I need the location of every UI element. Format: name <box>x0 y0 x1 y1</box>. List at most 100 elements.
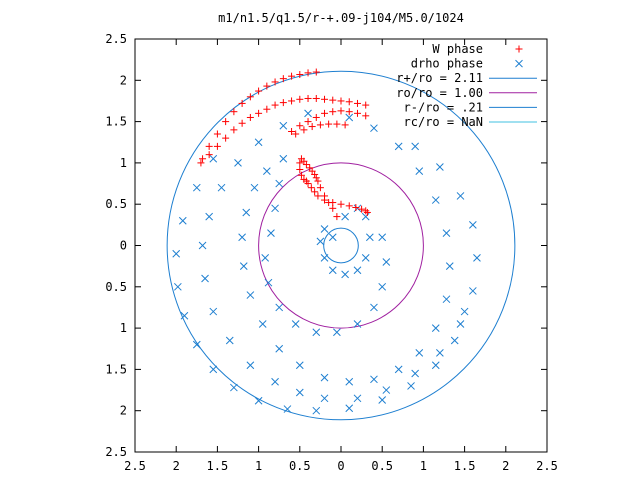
x-tick-label: 0.5 <box>289 459 311 473</box>
series-0-point <box>246 113 254 121</box>
series-0-point <box>296 159 304 167</box>
series-0-point <box>353 99 361 107</box>
y-tick-label: 2 <box>120 404 127 418</box>
data-series <box>172 68 481 415</box>
series-0-point <box>213 142 221 150</box>
series-0-point <box>358 205 366 213</box>
series-1-point <box>275 179 284 188</box>
series-0-point <box>288 128 296 136</box>
series-0-point <box>316 184 324 192</box>
series-1-point <box>370 303 378 312</box>
series-1-point <box>442 295 451 304</box>
series-0-point <box>321 196 329 204</box>
x-tick-label: 1 <box>255 459 262 473</box>
series-1-point <box>304 109 312 118</box>
series-1-point <box>239 262 248 271</box>
series-0-point <box>312 174 320 182</box>
series-1-point <box>431 196 440 204</box>
series-0-point <box>296 95 304 103</box>
series-0-point <box>279 99 287 107</box>
series-1-point <box>250 183 259 192</box>
series-0-point <box>333 213 341 221</box>
series-1-point <box>246 361 255 370</box>
series-1-point <box>264 278 273 287</box>
series-0-point <box>311 188 319 196</box>
series-0-point <box>307 184 315 192</box>
series-0-point <box>321 109 329 117</box>
series-0-point <box>222 118 230 126</box>
series-1-point <box>431 324 440 332</box>
series-1-point <box>246 291 255 299</box>
circle-0 <box>166 70 516 421</box>
series-0-point <box>345 98 353 106</box>
x-tick-label: 1 <box>420 459 427 473</box>
legend-label: drho phase <box>411 57 483 71</box>
series-1-point <box>312 328 321 337</box>
series-0-point <box>238 119 246 127</box>
series-1-point <box>225 336 234 345</box>
series-0-point <box>230 108 238 116</box>
series-0-point <box>329 199 337 207</box>
series-1-point <box>411 142 420 151</box>
series-0-point <box>246 93 254 101</box>
series-0-point <box>314 177 322 185</box>
series-1-point <box>234 159 242 167</box>
series-0-point <box>308 123 316 131</box>
series-1-point <box>411 369 420 378</box>
series-1-point <box>341 212 349 221</box>
series-1-point <box>320 254 329 262</box>
y-tick-label: 2.5 <box>105 445 127 459</box>
reference-circles <box>166 70 516 421</box>
series-1-point <box>192 340 201 349</box>
series-1-point <box>345 404 354 413</box>
series-1-point <box>316 237 325 246</box>
series-1-point <box>436 349 444 357</box>
series-1-point <box>394 365 403 374</box>
series-0-point <box>352 204 360 212</box>
series-0-point <box>362 207 370 215</box>
series-0-point <box>329 96 337 104</box>
circle-1 <box>258 162 424 329</box>
series-1-point <box>209 365 218 374</box>
series-0-point <box>255 87 263 95</box>
series-0-point <box>263 82 271 90</box>
series-1-point <box>172 249 181 258</box>
axes: 2.5 2 1.5 1 0.5 0 0.5 1 1.5 2 2.52.521.510.500.511… <box>105 32 558 473</box>
series-1-point <box>370 375 378 384</box>
x-tick-label: 2.5 <box>536 459 558 473</box>
series-1-point <box>291 320 300 328</box>
series-0-point <box>288 72 296 80</box>
series-1-point <box>436 163 444 171</box>
series-0-point <box>296 71 304 79</box>
series-1-point <box>468 220 477 229</box>
series-1-point <box>378 282 387 291</box>
series-0-point <box>199 155 207 163</box>
y-tick-label: 1 <box>120 321 127 335</box>
series-0-point <box>297 155 305 163</box>
series-0-point <box>316 121 324 129</box>
series-1-point <box>353 204 362 213</box>
legend-label: W phase <box>432 42 483 56</box>
series-0-point <box>304 180 312 188</box>
series-1-point <box>320 394 329 403</box>
series-0-point <box>333 120 341 128</box>
series-1-point <box>275 303 284 312</box>
series-0 <box>197 68 371 221</box>
series-1-point <box>209 307 218 316</box>
series-0-point <box>312 113 320 121</box>
series-1-point <box>201 274 209 283</box>
series-1-point <box>180 311 189 320</box>
series-1-point <box>353 320 362 328</box>
legend-marker <box>515 45 523 53</box>
series-1-point <box>378 396 387 404</box>
series-1-point <box>295 388 304 397</box>
series-1-point <box>217 183 226 192</box>
series-0-point <box>363 208 371 216</box>
x-tick-label: 1.5 <box>454 459 476 473</box>
series-0-point <box>341 121 349 129</box>
series-1 <box>172 109 481 415</box>
series-1-point <box>353 394 362 403</box>
series-0-point <box>263 105 271 113</box>
series-1-point <box>238 233 246 242</box>
series-1-point <box>320 373 329 382</box>
